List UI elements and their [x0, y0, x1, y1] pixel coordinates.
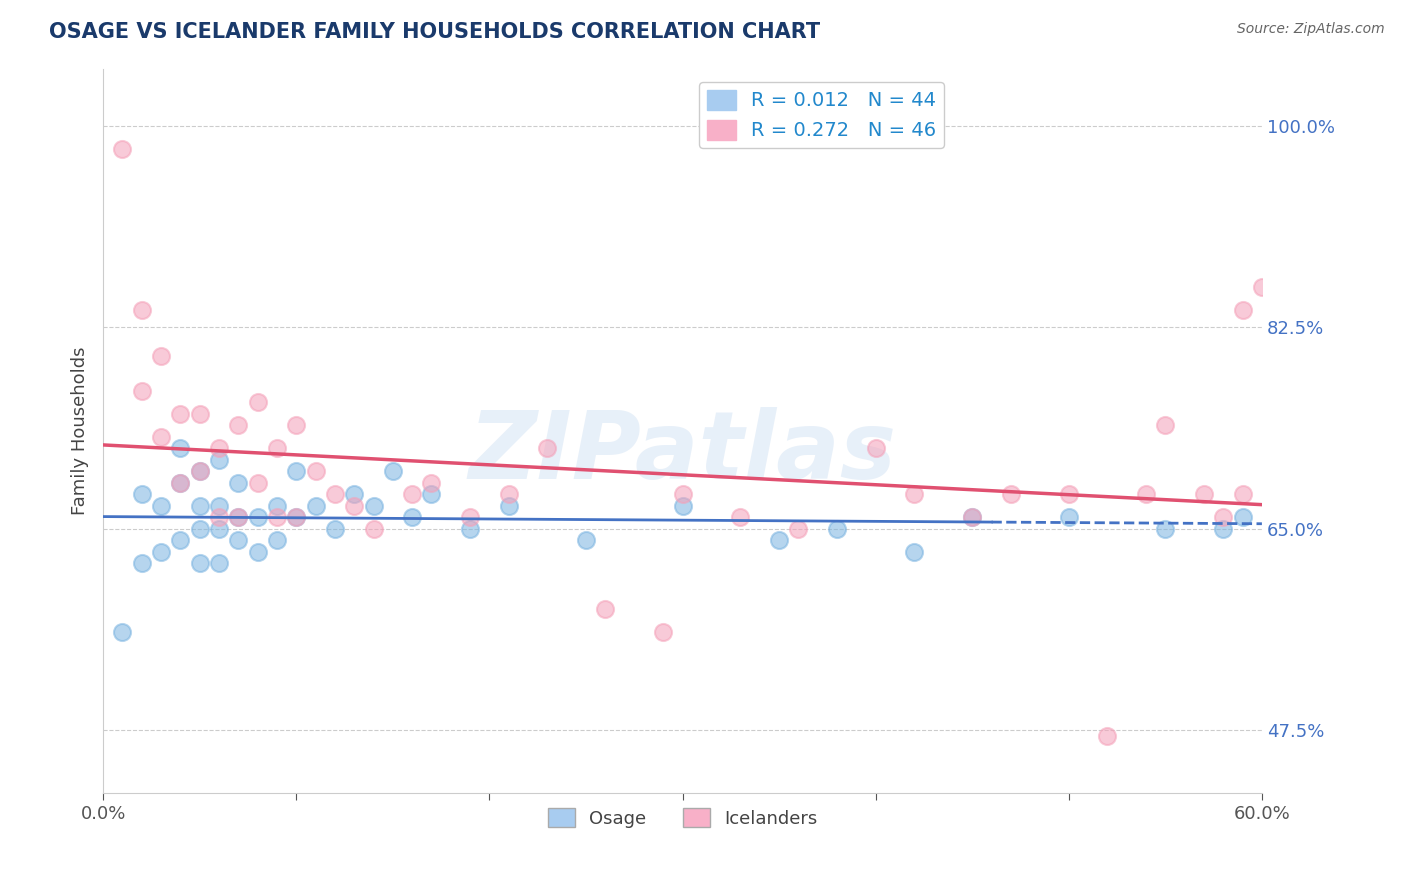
Point — [285, 464, 308, 478]
Point — [768, 533, 790, 548]
Point — [208, 499, 231, 513]
Point — [671, 487, 693, 501]
Point — [169, 475, 191, 490]
Point — [188, 464, 211, 478]
Point — [228, 510, 250, 524]
Point — [865, 441, 887, 455]
Point — [1232, 303, 1254, 318]
Point — [458, 522, 481, 536]
Point — [343, 487, 366, 501]
Point — [498, 499, 520, 513]
Point — [903, 487, 925, 501]
Point — [285, 418, 308, 433]
Point — [188, 556, 211, 570]
Point — [169, 441, 191, 455]
Text: OSAGE VS ICELANDER FAMILY HOUSEHOLDS CORRELATION CHART: OSAGE VS ICELANDER FAMILY HOUSEHOLDS COR… — [49, 22, 820, 42]
Point — [246, 395, 269, 409]
Point — [593, 602, 616, 616]
Point — [903, 545, 925, 559]
Point — [188, 499, 211, 513]
Point — [150, 430, 173, 444]
Point — [246, 510, 269, 524]
Point — [1154, 522, 1177, 536]
Text: Source: ZipAtlas.com: Source: ZipAtlas.com — [1237, 22, 1385, 37]
Y-axis label: Family Households: Family Households — [72, 347, 89, 516]
Point — [1192, 487, 1215, 501]
Point — [1251, 280, 1274, 294]
Point — [131, 556, 153, 570]
Point — [208, 522, 231, 536]
Point — [323, 487, 346, 501]
Point — [266, 441, 288, 455]
Point — [730, 510, 752, 524]
Point — [246, 545, 269, 559]
Point — [228, 475, 250, 490]
Point — [536, 441, 558, 455]
Point — [188, 464, 211, 478]
Point — [323, 522, 346, 536]
Point — [960, 510, 983, 524]
Point — [228, 533, 250, 548]
Point — [1000, 487, 1022, 501]
Point — [304, 499, 326, 513]
Point — [1057, 510, 1080, 524]
Point — [285, 510, 308, 524]
Point — [131, 487, 153, 501]
Point — [208, 452, 231, 467]
Point — [960, 510, 983, 524]
Point — [208, 510, 231, 524]
Point — [401, 510, 423, 524]
Point — [363, 499, 385, 513]
Point — [150, 545, 173, 559]
Point — [343, 499, 366, 513]
Point — [111, 142, 134, 156]
Point — [285, 510, 308, 524]
Point — [266, 510, 288, 524]
Point — [420, 487, 443, 501]
Point — [1154, 418, 1177, 433]
Point — [266, 499, 288, 513]
Point — [188, 407, 211, 421]
Point — [169, 407, 191, 421]
Point — [131, 303, 153, 318]
Point — [1057, 487, 1080, 501]
Point — [131, 384, 153, 398]
Point — [111, 625, 134, 640]
Point — [150, 499, 173, 513]
Point — [575, 533, 598, 548]
Point — [246, 475, 269, 490]
Point — [1135, 487, 1157, 501]
Point — [671, 499, 693, 513]
Point — [1212, 522, 1234, 536]
Point — [208, 556, 231, 570]
Point — [169, 475, 191, 490]
Point — [188, 522, 211, 536]
Point — [1232, 510, 1254, 524]
Point — [787, 522, 810, 536]
Point — [1232, 487, 1254, 501]
Point — [825, 522, 848, 536]
Point — [498, 487, 520, 501]
Point — [401, 487, 423, 501]
Point — [420, 475, 443, 490]
Point — [1097, 729, 1119, 743]
Point — [363, 522, 385, 536]
Point — [652, 625, 675, 640]
Point — [381, 464, 404, 478]
Point — [458, 510, 481, 524]
Text: ZIPatlas: ZIPatlas — [468, 407, 897, 499]
Point — [169, 533, 191, 548]
Point — [228, 510, 250, 524]
Point — [266, 533, 288, 548]
Point — [208, 441, 231, 455]
Point — [150, 349, 173, 363]
Point — [228, 418, 250, 433]
Point — [304, 464, 326, 478]
Legend: Osage, Icelanders: Osage, Icelanders — [540, 801, 824, 835]
Point — [1212, 510, 1234, 524]
